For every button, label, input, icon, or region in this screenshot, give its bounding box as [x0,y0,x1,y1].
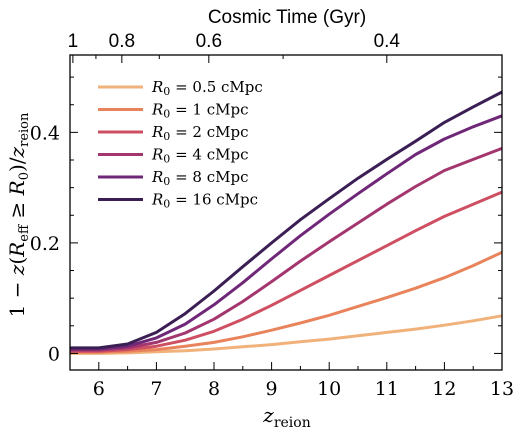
x-tick-label: 8 [208,378,220,400]
top-tick-label: 0.4 [374,31,401,52]
x-tick-label: 6 [93,378,105,400]
legend-item-0_5-cmpc: R0 = 0.5 cMpc [98,78,263,98]
series-line-4-cmpc [70,146,503,352]
y-tick-label: 0 [48,343,60,365]
bottom-ticks: 6 7 8 9 10 11 12 13 [69,362,514,400]
top-axis-title: Cosmic Time (Gyr) [208,7,366,28]
x-tick-label: 9 [266,378,278,400]
series-line-8-cmpc [70,114,503,351]
legend-label: R0 = 1 cMpc [151,101,248,121]
plot-frame [69,54,503,371]
x-tick-label: 11 [375,378,399,400]
legend-item-4-cmpc: R0 = 4 cMpc [98,146,248,166]
x-axis-title: zreion [262,403,310,431]
top-ticks: 1 0.8 0.6 0.4 [68,31,401,63]
legend-item-16-cmpc: R0 = 16 cMpc [98,191,258,211]
top-tick-label: 0.6 [196,31,222,52]
series-line-2-cmpc [70,190,503,353]
top-tick-label: 0.8 [109,31,135,52]
legend-item-1-cmpc: R0 = 1 cMpc [98,101,248,121]
legend-item-8-cmpc: R0 = 8 cMpc [98,168,248,188]
series-layer [70,90,503,355]
right-ticks [494,76,502,354]
top-tick-label: 1 [68,31,79,52]
x-tick-label: 7 [150,378,162,400]
y-tick-label: 0.2 [30,233,60,255]
series-line-1-cmpc [70,250,503,354]
series-line-16-cmpc [70,90,503,350]
y-tick-label: 0.4 [30,122,60,144]
svg-text:zreion: zreion [262,403,310,431]
legend-item-2-cmpc: R0 = 2 cMpc [98,123,248,143]
legend-label: R0 = 0.5 cMpc [151,78,263,98]
y-axis-title: 1 − z(Reff ≥ R0)/zreion [5,112,32,317]
svg-text:1 − z(Reff ≥ R0)/zreion: 1 − z(Reff ≥ R0)/zreion [5,112,32,317]
plot-area: 6 7 8 9 10 11 12 13 0 0.2 0.4 1 0.8 0.6 0.4 [30,31,514,400]
legend-label: R0 = 4 cMpc [151,146,248,166]
legend-label: R0 = 8 cMpc [151,168,248,188]
x-tick-label: 12 [432,378,456,400]
series-line-0_5-cmpc [70,314,503,355]
legend-label: R0 = 2 cMpc [151,123,248,143]
x-tick-label: 10 [317,378,341,400]
x-tick-label: 13 [490,378,514,400]
left-ticks: 0 0.2 0.4 [30,76,78,365]
legend-label: R0 = 16 cMpc [151,191,258,211]
